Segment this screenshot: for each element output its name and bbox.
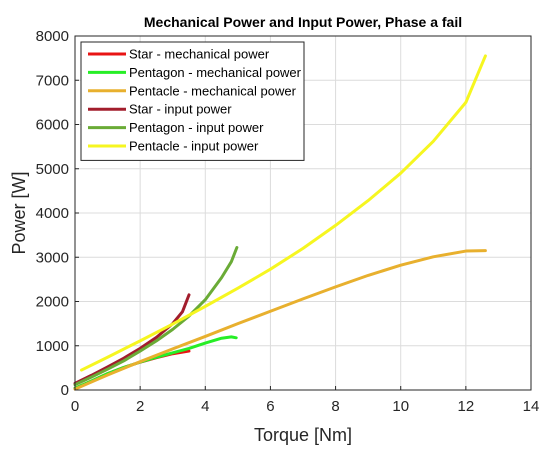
x-tick-label: 12 bbox=[458, 398, 475, 415]
ticks: 0 2 4 6 8 10 12 14 0 1000 2000 3000 4000 5000 6000 7000… bbox=[36, 28, 540, 415]
x-tick-label: 0 bbox=[71, 398, 79, 415]
y-axis-label: Power [W] bbox=[9, 171, 29, 254]
y-tick-label: 7000 bbox=[36, 72, 69, 89]
y-tick-label: 8000 bbox=[36, 28, 69, 45]
legend-box bbox=[80, 41, 305, 161]
x-tick-label: 6 bbox=[266, 398, 274, 415]
series-line-star-input-power bbox=[73, 293, 191, 385]
x-tick-label: 8 bbox=[331, 398, 339, 415]
series-line-pentacle-mechanical-power bbox=[73, 249, 487, 391]
legend-entry: Pentacle - mechanical power bbox=[129, 83, 297, 98]
x-axis-label: Torque [Nm] bbox=[254, 425, 352, 445]
y-tick-label: 2000 bbox=[36, 294, 69, 311]
series-lines bbox=[73, 54, 487, 391]
x-tick-label: 2 bbox=[136, 398, 144, 415]
x-tick-label: 10 bbox=[392, 398, 409, 415]
legend-entry: Pentagon - input power bbox=[129, 120, 264, 135]
series-line-pentagon-input-power bbox=[73, 246, 239, 387]
x-tick-label: 14 bbox=[523, 398, 540, 415]
y-tick-label: 0 bbox=[61, 382, 69, 399]
legend-entry: Pentagon - mechanical power bbox=[129, 65, 302, 80]
y-tick-label: 1000 bbox=[36, 338, 69, 355]
chart-title: Mechanical Power and Input Power, Phase … bbox=[144, 14, 462, 30]
y-tick-label: 4000 bbox=[36, 205, 69, 222]
legend-entry: Star - input power bbox=[129, 102, 232, 117]
y-tick-label: 3000 bbox=[36, 249, 69, 266]
series-line-pentacle-input-power bbox=[80, 54, 487, 372]
legend-entry: Pentacle - input power bbox=[129, 139, 259, 154]
legend-entry: Star - mechanical power bbox=[129, 47, 270, 62]
legend: Star - mechanical power Pentagon - mechan… bbox=[80, 41, 305, 161]
y-tick-label: 6000 bbox=[36, 117, 69, 134]
x-tick-label: 4 bbox=[201, 398, 209, 415]
y-tick-label: 5000 bbox=[36, 161, 69, 178]
